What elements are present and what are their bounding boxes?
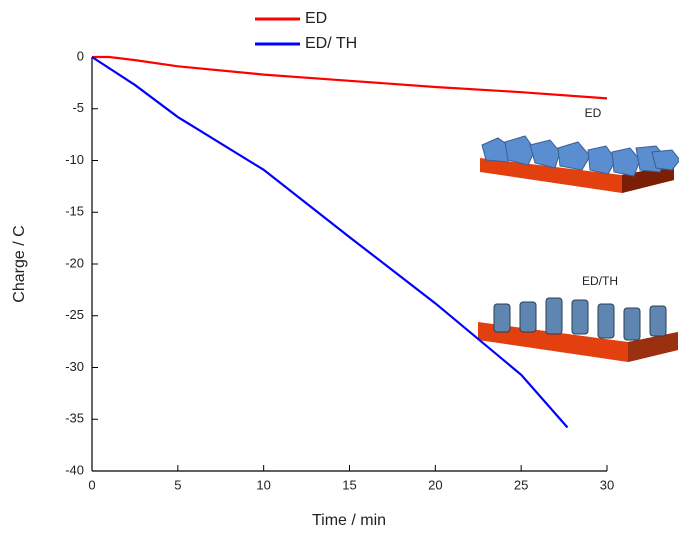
y-tick-label: -15 (65, 204, 84, 219)
y-tick-label: -40 (65, 462, 84, 477)
x-tick-label: 20 (428, 477, 442, 492)
y-tick-label: -10 (65, 152, 84, 167)
x-tick-label: 30 (600, 477, 614, 492)
y-tick-label: 0 (77, 48, 84, 63)
series-line (91, 56, 569, 429)
x-tick-label: 15 (342, 477, 356, 492)
annotation: ED/TH (582, 274, 618, 288)
legend-label: ED (305, 10, 327, 27)
series-line (92, 55, 608, 100)
x-tick-label: 0 (88, 477, 95, 492)
ed-th-illustration (478, 297, 678, 362)
y-tick-label: -20 (65, 255, 84, 270)
y-tick-label: -5 (72, 100, 84, 115)
y-tick-label: -30 (65, 359, 84, 374)
x-tick-label: 5 (174, 477, 181, 492)
x-tick-label: 10 (256, 477, 270, 492)
y-tick-label: -25 (65, 307, 84, 322)
ed-illustration (480, 135, 679, 193)
legend-label: ED/ TH (305, 35, 357, 52)
y-tick-label: -35 (65, 411, 84, 426)
y-axis-label: Charge / C (11, 225, 28, 302)
x-axis-label: Time / min (312, 512, 386, 529)
annotation: ED (585, 106, 602, 120)
x-tick-label: 25 (514, 477, 528, 492)
